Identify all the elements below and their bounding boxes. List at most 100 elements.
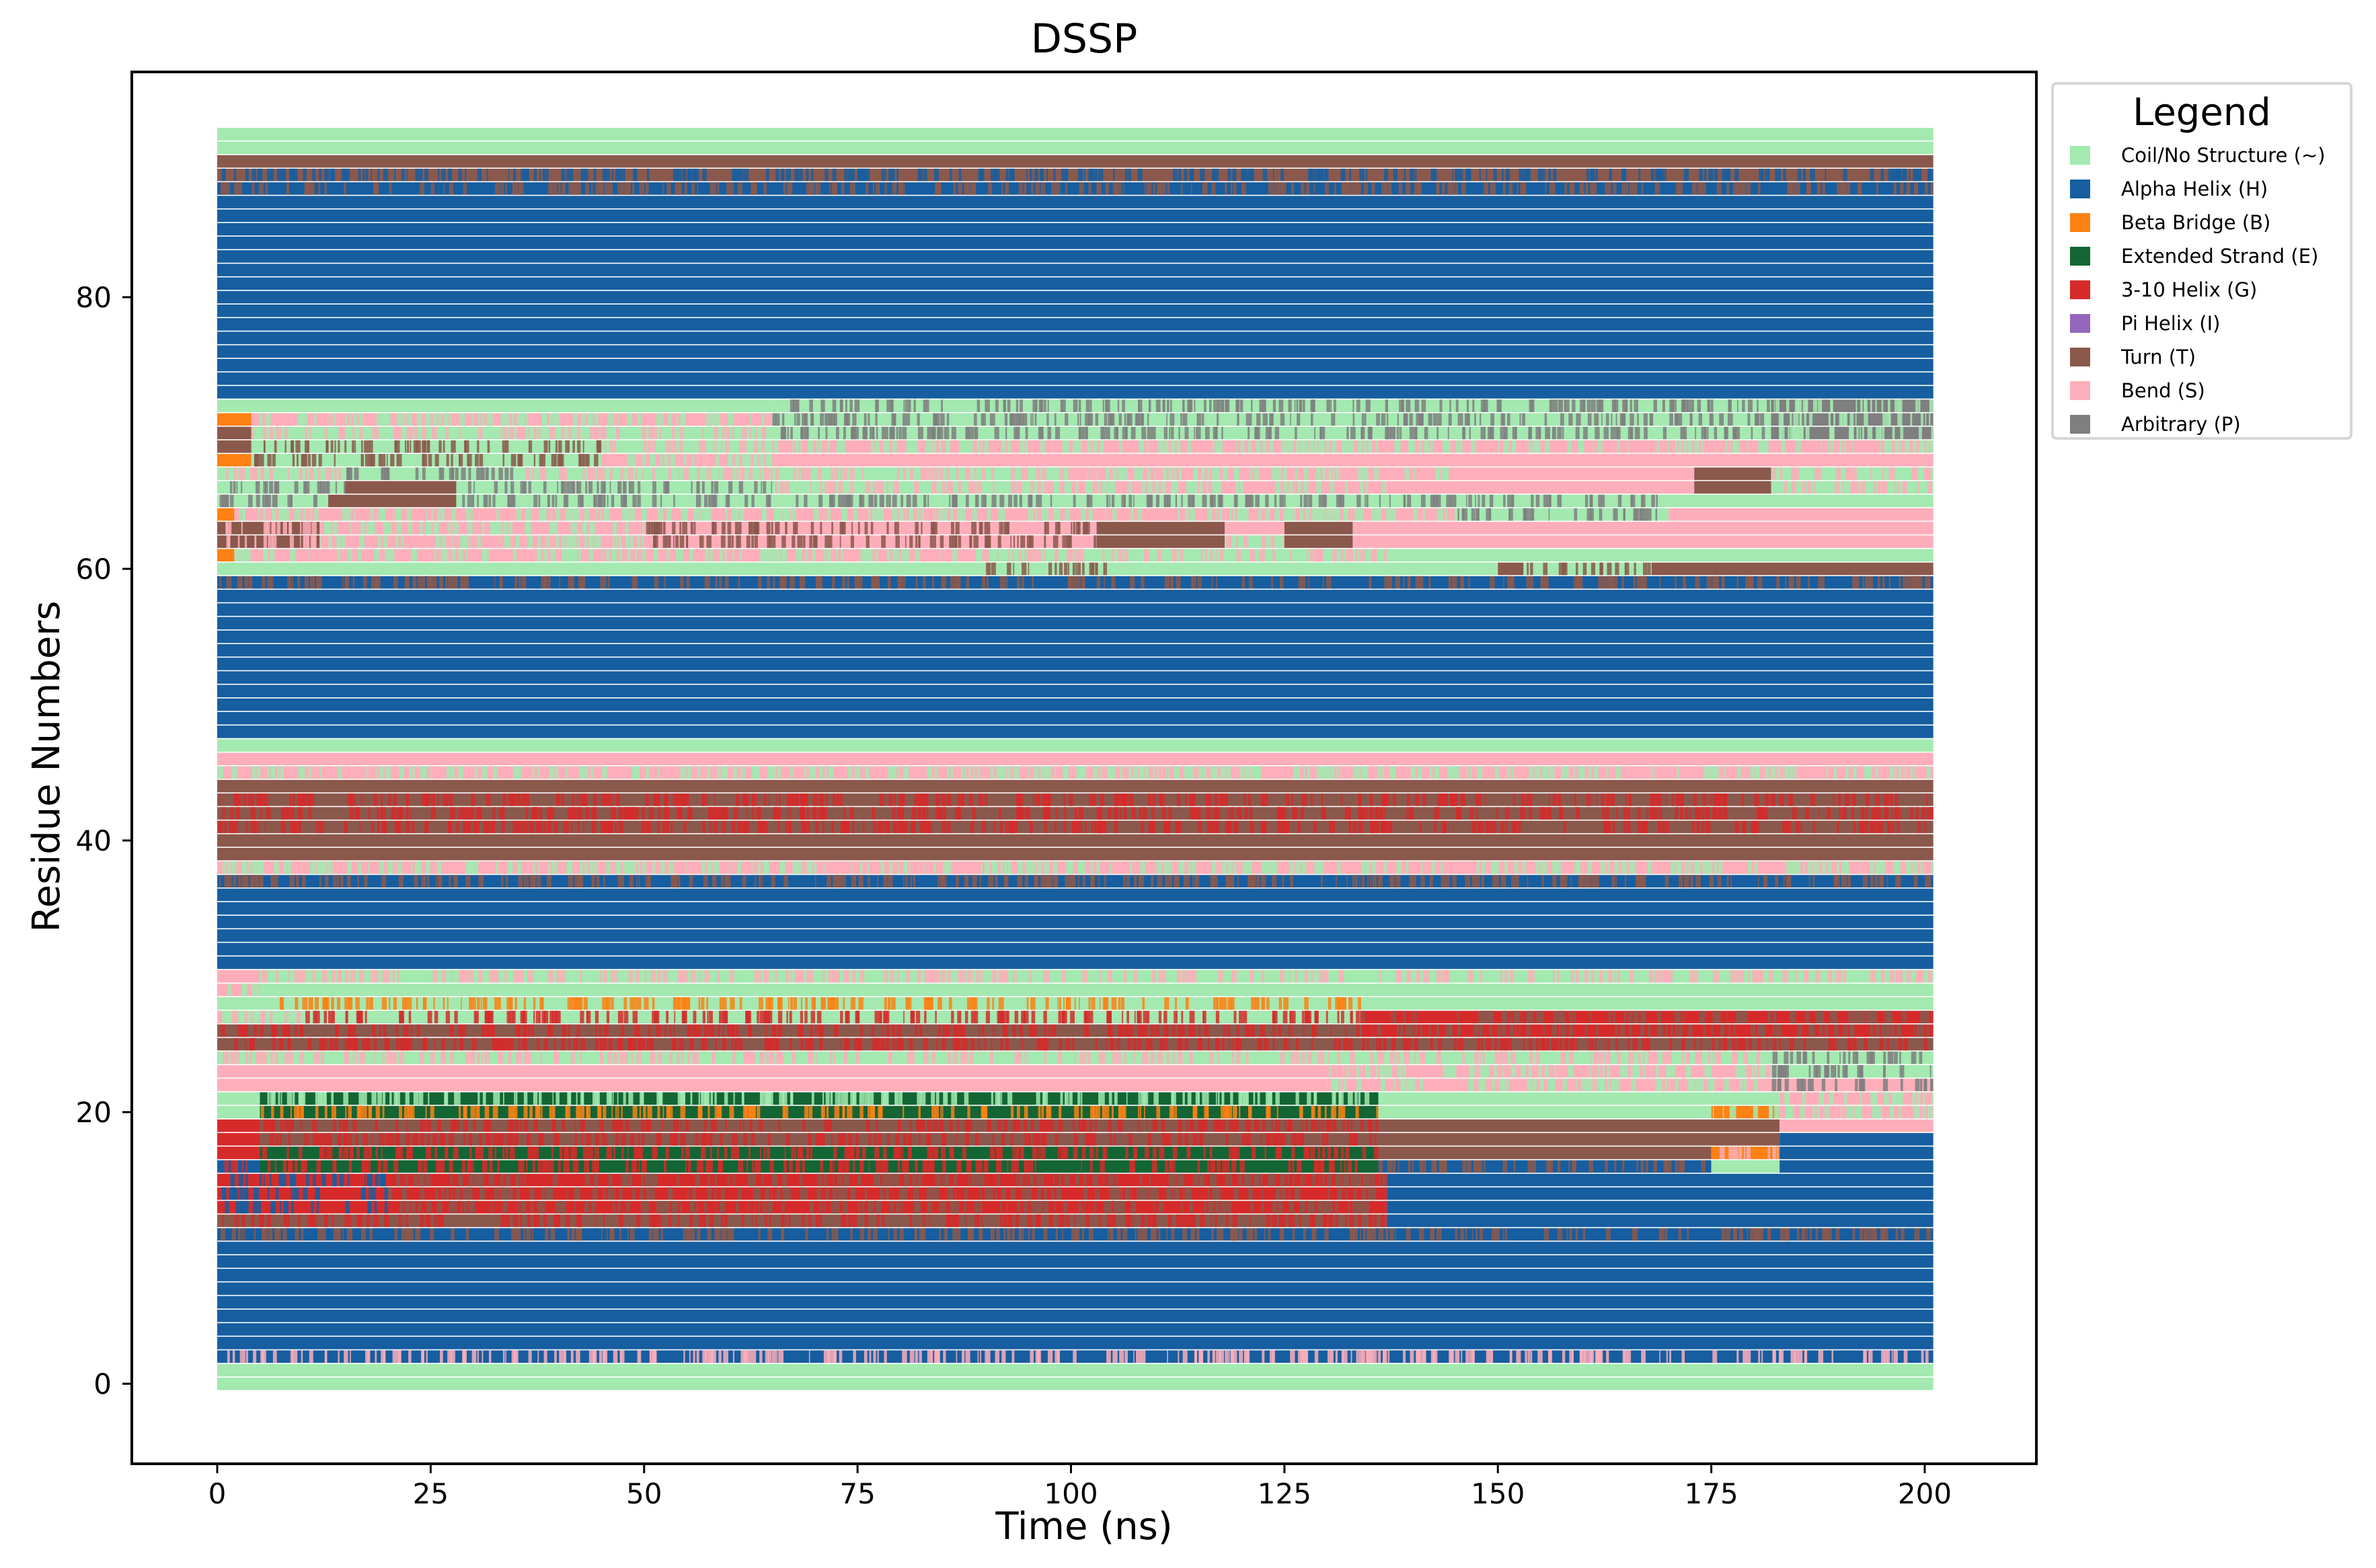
legend-item: Pi Helix (I) [2070, 308, 2220, 339]
residue-row [217, 752, 1933, 766]
residue-row [217, 1079, 1933, 1091]
residue-row [217, 1323, 1933, 1336]
residue-row [217, 793, 1933, 806]
residue-row [217, 576, 1933, 589]
residue-row [217, 875, 1933, 888]
residue-row [217, 997, 1933, 1010]
legend-item: 3-10 Helix (G) [2070, 274, 2257, 305]
residue-row [217, 128, 1933, 141]
x-tick-label: 150 [1471, 1477, 1525, 1510]
residue-row [217, 1269, 1933, 1282]
residue-row [217, 1309, 1933, 1323]
residue-row [217, 888, 1933, 902]
residue-row [217, 902, 1933, 915]
legend-swatch [2070, 213, 2090, 232]
residue-row [217, 643, 1933, 657]
residue-row [217, 658, 1933, 670]
x-tick-label: 125 [1258, 1477, 1311, 1510]
residue-row [217, 1255, 1933, 1268]
residue-row [217, 1337, 1933, 1349]
residue-row [217, 820, 1933, 834]
residue-row [217, 766, 1933, 779]
x-tick-label: 50 [626, 1477, 662, 1510]
residue-row [217, 671, 1933, 684]
residue-row [217, 1228, 1933, 1241]
residue-row [217, 847, 1933, 861]
residue-row [217, 929, 1933, 942]
residue-row [217, 494, 1933, 508]
residue-row [217, 1146, 1933, 1159]
residue-row [217, 168, 1933, 182]
residue-row [217, 290, 1933, 304]
legend: Legend Coil/No Structure (~) Alpha Helix … [2051, 82, 2352, 440]
x-axis-ticks: 0 25 50 75 100 125 150 175 200 [208, 1464, 1952, 1510]
residue-row [217, 1214, 1933, 1227]
residue-row [217, 358, 1933, 372]
residue-row [217, 155, 1933, 168]
residue-row [217, 1377, 1933, 1390]
residue-row [217, 481, 1933, 494]
residue-row [217, 1024, 1933, 1037]
residue-row [217, 196, 1933, 208]
residue-rows [217, 128, 1933, 1390]
residue-row [217, 277, 1933, 290]
y-axis-label: Residue Numbers [25, 600, 69, 933]
legend-label: Extended Strand (E) [2121, 245, 2319, 268]
residue-row [217, 684, 1933, 698]
residue-row [217, 209, 1933, 223]
legend-item: Alpha Helix (H) [2070, 173, 2268, 204]
residue-row [217, 915, 1933, 929]
legend-label: Pi Helix (I) [2121, 312, 2221, 335]
residue-row [217, 372, 1933, 385]
y-tick-label: 0 [93, 1368, 112, 1401]
residue-row [217, 549, 1933, 562]
legend-label: Bend (S) [2121, 379, 2205, 402]
x-tick-label: 175 [1685, 1477, 1738, 1510]
legend-item: Turn (T) [2070, 342, 2196, 373]
residue-row [217, 861, 1933, 874]
residue-row [217, 345, 1933, 358]
residue-row [217, 508, 1933, 521]
residue-row [217, 1364, 1933, 1377]
residue-row [217, 1119, 1933, 1132]
residue-row [217, 264, 1933, 276]
residue-row [217, 617, 1933, 630]
legend-label: Arbitrary (P) [2121, 413, 2241, 436]
residue-row [217, 834, 1933, 847]
legend-swatch [2070, 381, 2090, 400]
residue-row [217, 1241, 1933, 1255]
y-axis-ticks: 0 20 40 60 80 [76, 281, 132, 1401]
residue-row [217, 1173, 1933, 1187]
legend-swatch [2070, 180, 2090, 198]
residue-row [217, 426, 1933, 440]
residue-row [217, 943, 1933, 955]
residue-row [217, 440, 1933, 453]
residue-row [217, 331, 1933, 344]
legend-swatch [2070, 247, 2090, 266]
legend-title: Legend [2133, 91, 2271, 134]
residue-row [217, 1065, 1933, 1078]
residue-row [217, 807, 1933, 820]
chart-title: DSSP [1030, 15, 1138, 63]
residue-row [217, 1037, 1933, 1051]
x-tick-label: 200 [1898, 1477, 1952, 1510]
residue-row [217, 603, 1933, 616]
residue-row [217, 1187, 1933, 1200]
y-tick-label: 20 [76, 1096, 112, 1129]
residue-row [217, 413, 1933, 426]
legend-label: Coil/No Structure (~) [2121, 144, 2326, 167]
y-tick-label: 60 [76, 553, 112, 586]
residue-row [217, 386, 1933, 399]
residue-row [217, 956, 1933, 970]
residue-row [217, 779, 1933, 793]
legend-swatch [2070, 280, 2090, 299]
legend-swatch [2070, 314, 2090, 333]
residue-row [217, 1133, 1933, 1146]
residue-row [217, 467, 1933, 480]
x-tick-label: 100 [1044, 1477, 1098, 1510]
residue-row [217, 1105, 1933, 1119]
residue-row [217, 141, 1933, 155]
legend-item: Beta Bridge (B) [2070, 207, 2270, 238]
